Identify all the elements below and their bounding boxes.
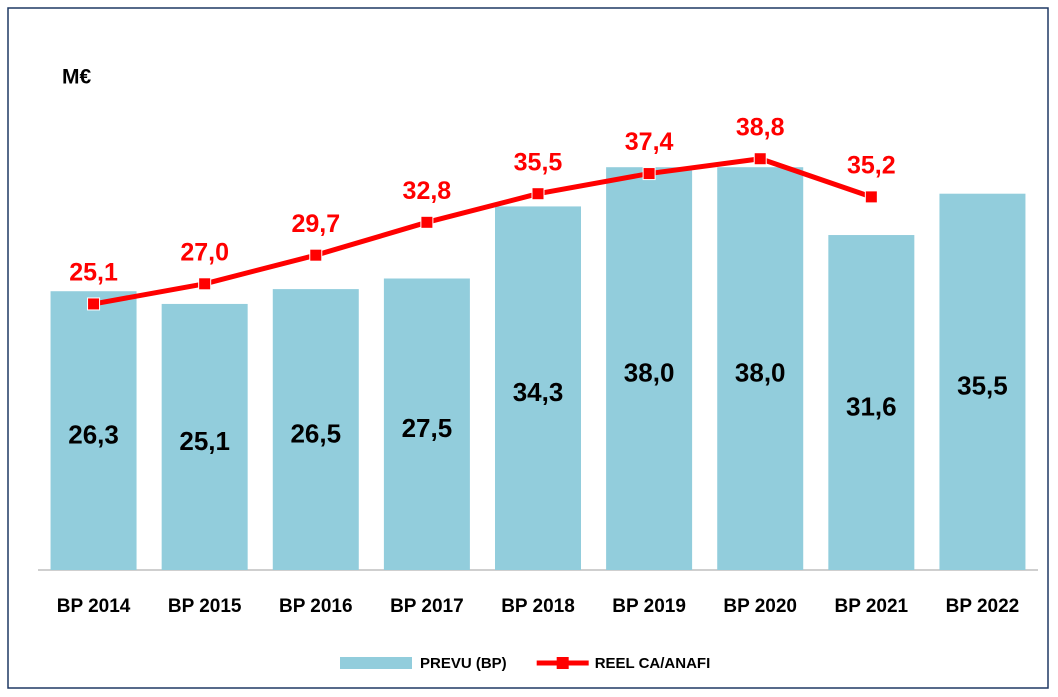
bar — [495, 206, 581, 571]
bar-value-label: 31,6 — [846, 391, 897, 421]
bar — [383, 278, 470, 570]
legend-label: PREVU (BP) — [420, 655, 507, 672]
line-value-label: 35,2 — [847, 151, 896, 179]
line-marker — [309, 248, 323, 262]
bar — [939, 193, 1026, 570]
bar — [606, 167, 693, 570]
line-marker — [642, 167, 656, 181]
x-tick-label: BP 2014 — [57, 596, 131, 617]
x-tick-label: BP 2017 — [390, 596, 464, 617]
bar — [272, 289, 359, 570]
bar — [161, 303, 248, 570]
x-tick-label: BP 2022 — [946, 596, 1020, 617]
bar-value-label: 25,1 — [179, 426, 230, 456]
line — [93, 156, 873, 307]
line-value-label: 38,8 — [736, 113, 785, 141]
bar — [717, 167, 804, 570]
bar — [828, 235, 915, 571]
line-value-label: 37,4 — [625, 128, 674, 156]
line-value-label: 29,7 — [291, 210, 340, 238]
line-marker — [864, 190, 878, 204]
x-tick-label: BP 2015 — [168, 596, 242, 617]
line-value-label: 32,8 — [403, 177, 452, 205]
bar — [50, 291, 137, 570]
bar-value-label: 35,5 — [957, 371, 1008, 401]
bar-value-label: 27,5 — [402, 413, 453, 443]
x-tick-label: BP 2021 — [835, 596, 909, 617]
line-marker — [198, 277, 212, 291]
line-value-label: 25,1 — [69, 259, 118, 287]
bar-value-label: 38,0 — [735, 357, 786, 387]
legend-swatch — [340, 657, 412, 669]
line-value-label: 35,5 — [514, 148, 563, 176]
x-tick-label: BP 2018 — [501, 596, 575, 617]
bar-value-label: 38,0 — [624, 357, 675, 387]
bar-value-label: 26,3 — [68, 419, 119, 449]
line-value-label: 27,0 — [180, 238, 229, 266]
unit-label: M€ — [62, 66, 91, 89]
legend-label: REEL CA/ANAFI — [595, 655, 711, 672]
x-tick-label: BP 2020 — [723, 596, 797, 617]
line-marker — [531, 187, 545, 201]
bar-value-label: 26,5 — [290, 418, 341, 448]
x-tick-label: BP 2016 — [279, 596, 353, 617]
line-marker — [87, 297, 101, 311]
bar-value-label: 34,3 — [513, 377, 564, 407]
legend-swatch-marker — [556, 657, 569, 669]
line-marker — [420, 215, 434, 229]
x-tick-label: BP 2019 — [612, 596, 686, 617]
line-marker — [753, 152, 767, 166]
